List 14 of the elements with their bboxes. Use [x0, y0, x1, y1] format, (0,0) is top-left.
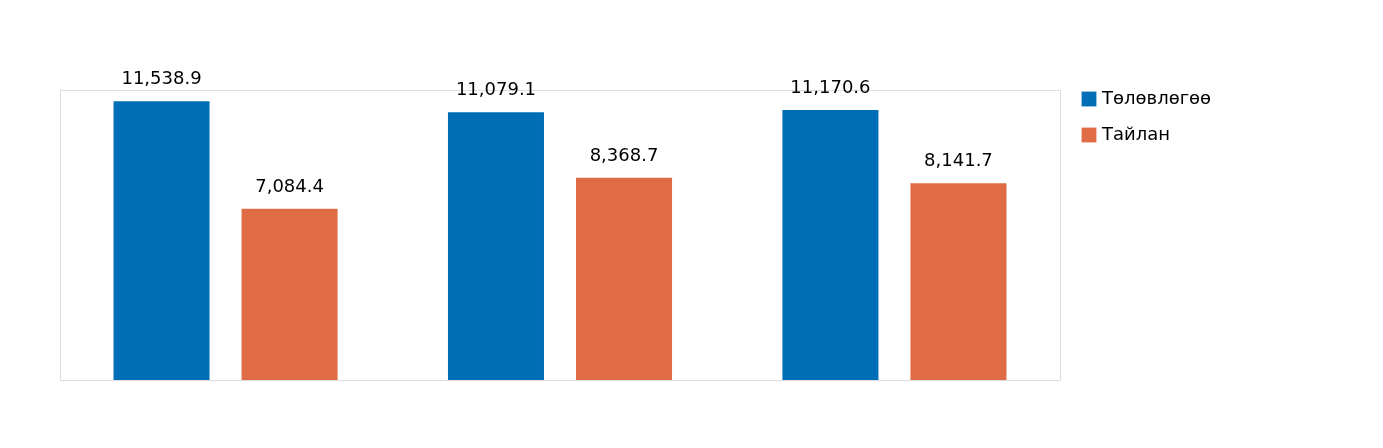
bar [447, 112, 544, 380]
data-label: 11,079.1 [455, 78, 537, 100]
legend-label: Тайлан [1101, 123, 1171, 144]
data-label: 11,170.6 [790, 76, 871, 98]
bar [782, 110, 879, 380]
data-label: 8,141.7 [924, 149, 993, 171]
data-label: 11,538.9 [121, 67, 202, 89]
bar [910, 183, 1007, 380]
data-label: 8,368.7 [589, 143, 659, 165]
bar [113, 101, 210, 380]
data-label: 7,084.4 [255, 174, 324, 196]
bar [241, 208, 338, 380]
bar [576, 177, 673, 380]
legend-label: Төлөвлөгөө [1101, 87, 1212, 108]
